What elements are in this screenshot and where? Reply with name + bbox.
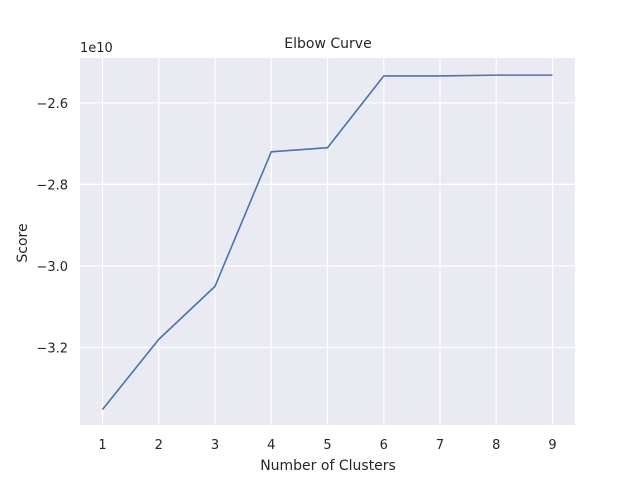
y-tick-labels: −3.2 −3.0 −2.8 −2.6 xyxy=(36,97,68,357)
x-tick-label: 5 xyxy=(323,438,331,453)
grid-lines xyxy=(80,58,575,425)
x-tick-label: 9 xyxy=(548,438,556,453)
x-tick-label: 4 xyxy=(267,438,275,453)
x-tick-label: 1 xyxy=(98,438,106,453)
y-tick-label: −3.0 xyxy=(36,260,68,275)
series-line xyxy=(101,74,553,411)
y-tick-label: −3.2 xyxy=(36,342,68,357)
x-tick-label: 2 xyxy=(155,438,163,453)
y-axis-offset-label: 1e10 xyxy=(80,41,113,56)
x-tick-label: 7 xyxy=(436,438,444,453)
x-tick-label: 6 xyxy=(380,438,388,453)
x-tick-label: 3 xyxy=(211,438,219,453)
x-tick-label: 8 xyxy=(492,438,500,453)
series-layer xyxy=(101,74,553,411)
chart-title: Elbow Curve xyxy=(284,36,371,52)
x-tick-labels: 1 2 3 4 5 6 7 8 9 xyxy=(98,438,556,453)
x-axis-label: Number of Clusters xyxy=(260,458,396,474)
y-tick-label: −2.6 xyxy=(36,97,68,112)
y-axis-label: Score xyxy=(15,223,31,262)
y-tick-label: −2.8 xyxy=(36,178,68,193)
